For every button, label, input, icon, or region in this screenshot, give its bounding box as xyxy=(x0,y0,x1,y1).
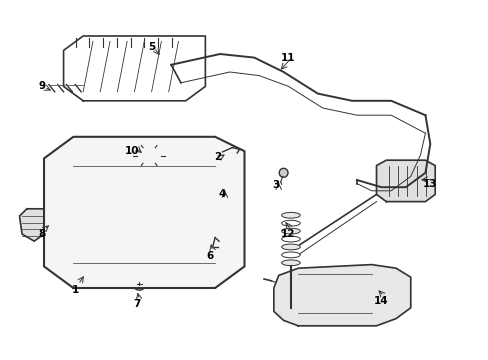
Ellipse shape xyxy=(281,228,300,234)
Ellipse shape xyxy=(76,200,115,257)
Ellipse shape xyxy=(281,244,300,250)
Text: 10: 10 xyxy=(124,146,139,156)
Text: 13: 13 xyxy=(422,179,437,189)
Polygon shape xyxy=(63,36,205,101)
Text: 5: 5 xyxy=(148,42,155,52)
Ellipse shape xyxy=(134,145,163,166)
Text: 9: 9 xyxy=(38,81,45,91)
Ellipse shape xyxy=(322,280,361,312)
Text: 4: 4 xyxy=(218,189,226,199)
Text: 3: 3 xyxy=(272,180,279,190)
Text: 12: 12 xyxy=(281,229,295,239)
Text: 1: 1 xyxy=(72,285,79,295)
Text: 14: 14 xyxy=(373,296,388,306)
Text: 7: 7 xyxy=(133,299,141,309)
Ellipse shape xyxy=(328,284,355,307)
Ellipse shape xyxy=(281,212,300,218)
Polygon shape xyxy=(20,209,44,241)
Polygon shape xyxy=(44,137,244,288)
Ellipse shape xyxy=(209,175,235,208)
Ellipse shape xyxy=(281,260,300,266)
Text: 11: 11 xyxy=(281,53,295,63)
Text: 8: 8 xyxy=(38,229,45,239)
Ellipse shape xyxy=(173,207,203,250)
Ellipse shape xyxy=(279,168,287,177)
Polygon shape xyxy=(376,160,434,202)
Text: 2: 2 xyxy=(214,152,221,162)
Polygon shape xyxy=(273,265,410,326)
Text: 6: 6 xyxy=(206,251,213,261)
Ellipse shape xyxy=(134,282,144,290)
